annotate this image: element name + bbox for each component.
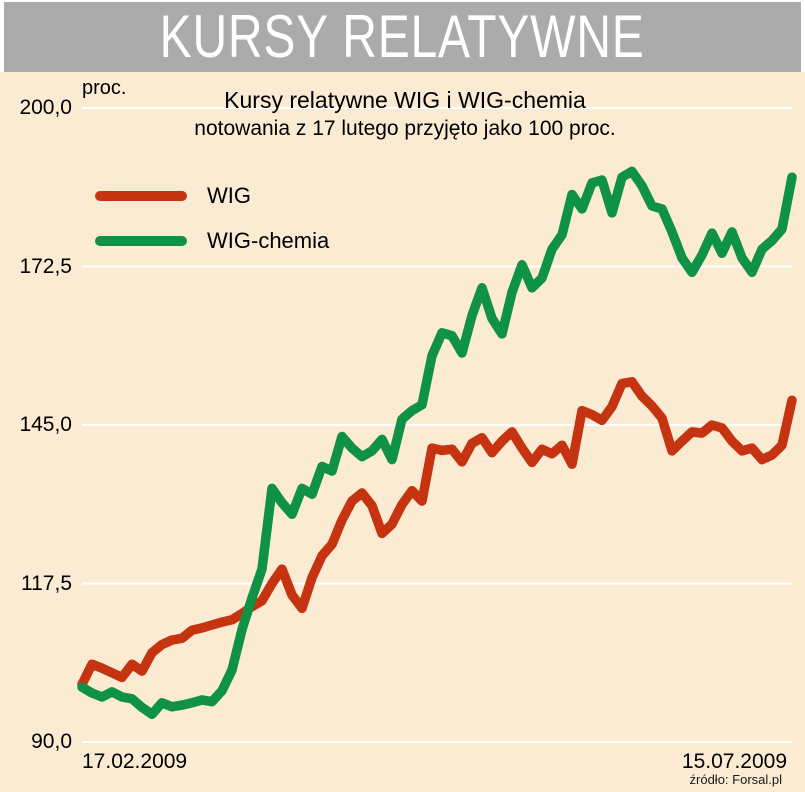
page-title: KURSY RELATYWNE bbox=[160, 3, 645, 70]
chart-area: proc. Kursy relatywne WIG i WIG-chemia n… bbox=[0, 72, 805, 792]
chart-subtitle: notowania z 17 lutego przyjęto jako 100 … bbox=[194, 117, 616, 141]
chart-title-block: Kursy relatywne WIG i WIG-chemia notowan… bbox=[85, 87, 725, 143]
y-axis-unit-label: proc. bbox=[82, 77, 127, 99]
legend-label-wig-chemia: WIG-chemia bbox=[207, 228, 330, 253]
x-axis-start-label: 17.02.2009 bbox=[82, 750, 188, 773]
wig-chemia-line-swatch bbox=[95, 236, 187, 246]
legend-item-wig: WIG bbox=[95, 183, 329, 208]
legend: WIG WIG-chemia bbox=[95, 183, 330, 274]
y-tick-label: 117,5 bbox=[21, 571, 72, 595]
legend-item-wig-chemia: WIG-chemia bbox=[95, 228, 330, 253]
chart-title: Kursy relatywne WIG i WIG-chemia bbox=[224, 87, 586, 113]
header-banner: KURSY RELATYWNE bbox=[4, 2, 801, 72]
series-line-wig-chemia bbox=[77, 166, 797, 720]
y-tick-label: 90,0 bbox=[31, 730, 72, 753]
y-tick-label: 145,0 bbox=[19, 413, 72, 436]
legend-label-wig: WIG bbox=[207, 183, 251, 208]
source-credit: źródło: Forsal.pl bbox=[689, 772, 782, 787]
wig-line-swatch bbox=[95, 191, 187, 201]
y-tick-label: 200,0 bbox=[19, 96, 72, 119]
series-line-wig bbox=[77, 377, 797, 690]
x-axis-end-label: 15.07.2009 bbox=[681, 750, 787, 773]
y-tick-label: 172,5 bbox=[19, 254, 72, 278]
